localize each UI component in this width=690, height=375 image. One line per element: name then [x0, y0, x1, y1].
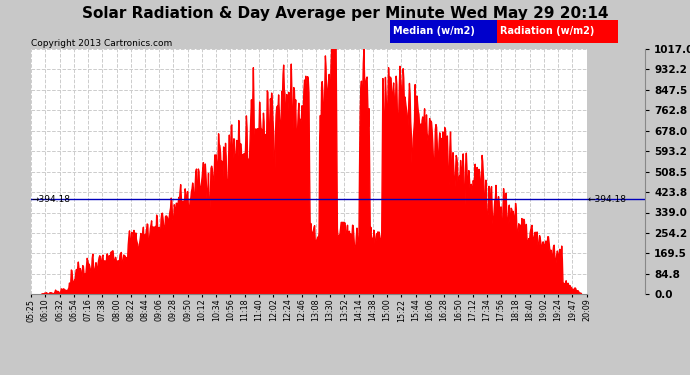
- Text: →394.18: →394.18: [32, 195, 70, 204]
- Text: Radiation (w/m2): Radiation (w/m2): [500, 27, 595, 36]
- Text: ←394.18: ←394.18: [588, 195, 627, 204]
- Text: Copyright 2013 Cartronics.com: Copyright 2013 Cartronics.com: [31, 39, 172, 48]
- Text: Median (w/m2): Median (w/m2): [393, 27, 475, 36]
- Text: Solar Radiation & Day Average per Minute Wed May 29 20:14: Solar Radiation & Day Average per Minute…: [81, 6, 609, 21]
